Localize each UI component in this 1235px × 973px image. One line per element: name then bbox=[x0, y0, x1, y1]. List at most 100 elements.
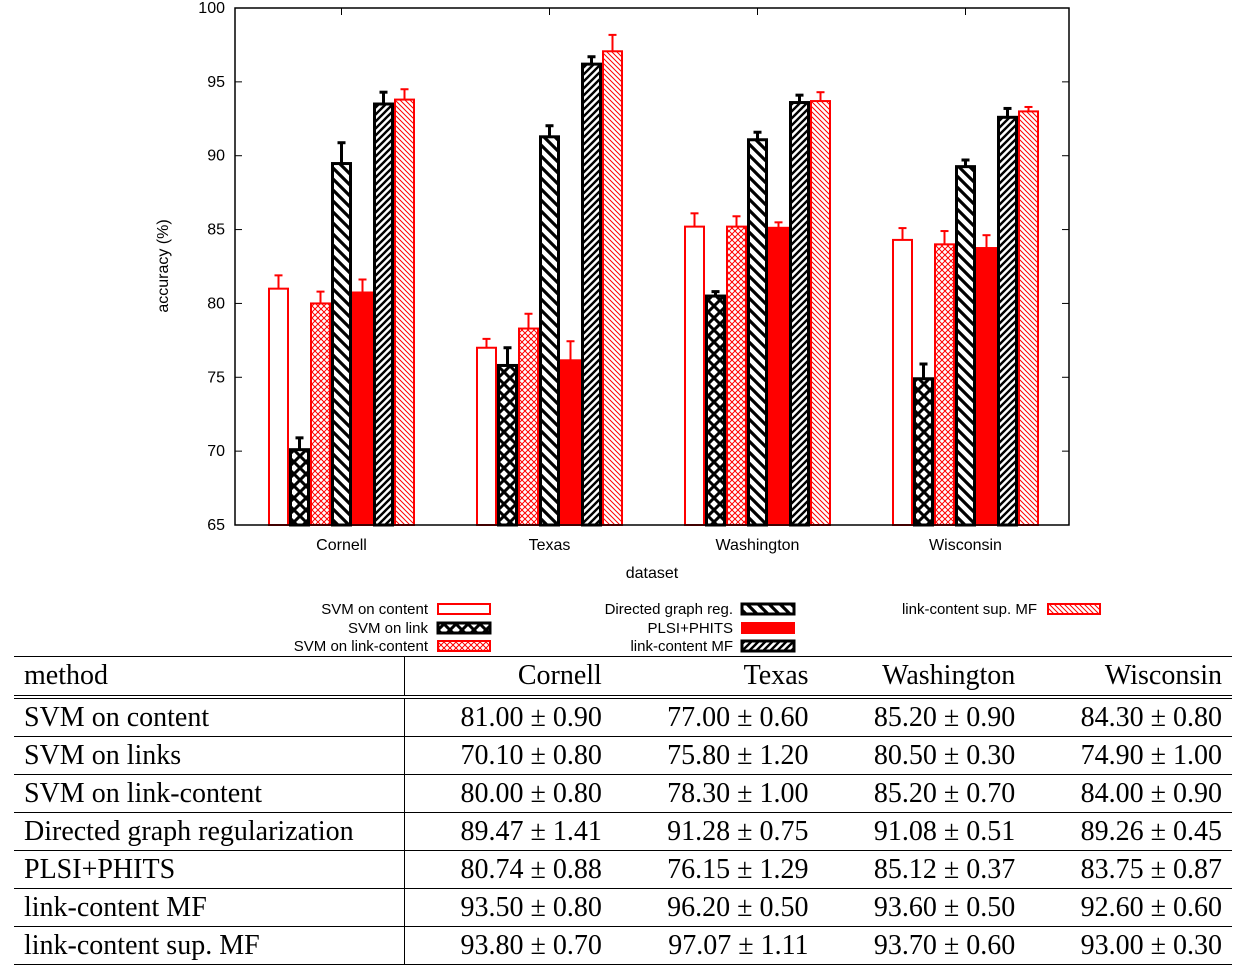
legend-swatch bbox=[437, 603, 491, 615]
value-cell: 97.07 ± 1.11 bbox=[611, 926, 819, 965]
bar bbox=[476, 346, 497, 526]
header-wisconsin: Wisconsin bbox=[1025, 656, 1232, 699]
bar bbox=[747, 138, 768, 527]
y-tick-label: 65 bbox=[207, 517, 225, 534]
table-row: link-content MF 93.50 ± 0.80 96.20 ± 0.5… bbox=[14, 888, 1232, 927]
header-method: method bbox=[14, 656, 405, 699]
bar bbox=[310, 302, 331, 526]
bar bbox=[352, 291, 373, 526]
legend-swatch bbox=[740, 639, 796, 653]
bar bbox=[997, 115, 1018, 527]
value-cell: 89.26 ± 0.45 bbox=[1025, 812, 1232, 851]
legend-swatch bbox=[437, 640, 491, 652]
value-cell: 89.47 ± 1.41 bbox=[404, 812, 612, 851]
y-tick-label: 70 bbox=[207, 443, 225, 460]
value-cell: 80.50 ± 0.30 bbox=[818, 736, 1026, 775]
value-cell: 78.30 ± 1.00 bbox=[611, 774, 819, 813]
method-cell: link-content sup. MF bbox=[14, 926, 405, 965]
header-texas: Texas bbox=[611, 656, 819, 699]
y-tick-label: 75 bbox=[207, 369, 225, 386]
value-cell: 91.28 ± 0.75 bbox=[611, 812, 819, 851]
bar bbox=[934, 243, 955, 526]
bar bbox=[518, 327, 539, 527]
bar bbox=[684, 225, 705, 526]
x-tick-label: Wisconsin bbox=[929, 537, 1002, 554]
value-cell: 70.10 ± 0.80 bbox=[404, 736, 612, 775]
bar bbox=[913, 377, 934, 527]
table-row: PLSI+PHITS 80.74 ± 0.88 76.15 ± 1.29 85.… bbox=[14, 850, 1232, 889]
method-cell: SVM on links bbox=[14, 736, 405, 775]
header-cornell: Cornell bbox=[404, 656, 612, 699]
y-tick-label: 100 bbox=[198, 0, 225, 17]
value-cell: 93.70 ± 0.60 bbox=[818, 926, 1026, 965]
results-table: method Cornell Texas Washington Wisconsi… bbox=[14, 656, 1232, 965]
bar bbox=[976, 247, 997, 527]
table-row: SVM on link-content 80.00 ± 0.80 78.30 ±… bbox=[14, 774, 1232, 813]
bar bbox=[768, 226, 789, 526]
bar bbox=[705, 294, 726, 527]
bar bbox=[394, 98, 415, 526]
bar bbox=[373, 102, 394, 527]
header-washington: Washington bbox=[818, 656, 1026, 699]
legend-label: PLSI+PHITS bbox=[648, 620, 733, 637]
value-cell: 74.90 ± 1.00 bbox=[1025, 736, 1232, 775]
value-cell: 83.75 ± 0.87 bbox=[1025, 850, 1232, 889]
method-cell: PLSI+PHITS bbox=[14, 850, 405, 889]
value-cell: 80.74 ± 0.88 bbox=[404, 850, 612, 889]
value-cell: 75.80 ± 1.20 bbox=[611, 736, 819, 775]
bar bbox=[955, 165, 976, 527]
table-row: SVM on content 81.00 ± 0.90 77.00 ± 0.60… bbox=[14, 697, 1232, 737]
value-cell: 93.00 ± 0.30 bbox=[1025, 926, 1232, 965]
legend-label: SVM on content bbox=[321, 601, 429, 618]
bar-chart: 65 70 75 80 85 90 95 100 Cornell Texas Washington W… bbox=[155, 0, 1101, 655]
value-cell: 85.20 ± 0.90 bbox=[818, 697, 1026, 737]
value-cell: 93.80 ± 0.70 bbox=[404, 926, 612, 965]
bar bbox=[810, 100, 831, 526]
bar bbox=[268, 287, 289, 526]
value-cell: 85.20 ± 0.70 bbox=[818, 774, 1026, 813]
bar bbox=[726, 225, 747, 526]
table-row: SVM on links 70.10 ± 0.80 75.80 ± 1.20 8… bbox=[14, 736, 1232, 775]
legend-label: SVM on link bbox=[348, 620, 429, 637]
x-tick-label: Washington bbox=[716, 537, 800, 554]
bar bbox=[497, 363, 518, 527]
y-tick-label: 95 bbox=[207, 74, 225, 91]
table-row: Directed graph regularization 89.47 ± 1.… bbox=[14, 812, 1232, 851]
legend-label: link-content sup. MF bbox=[902, 601, 1037, 618]
method-cell: SVM on content bbox=[14, 697, 405, 737]
legend-swatch bbox=[740, 602, 796, 616]
plot-frame bbox=[234, 7, 1070, 526]
legend-swatch bbox=[436, 621, 492, 635]
method-cell: Directed graph regularization bbox=[14, 812, 405, 851]
bar bbox=[789, 101, 810, 527]
plot-area: 65 70 75 80 85 90 95 100 Cornell Texas Washington W… bbox=[198, 0, 1069, 554]
value-cell: 93.50 ± 0.80 bbox=[404, 888, 612, 927]
bar bbox=[1018, 110, 1039, 527]
bar bbox=[289, 448, 310, 527]
table-row: link-content sup. MF 93.80 ± 0.70 97.07 … bbox=[14, 926, 1232, 965]
y-axis-title: accuracy (%) bbox=[155, 219, 172, 312]
method-cell: SVM on link-content bbox=[14, 774, 405, 813]
value-cell: 84.00 ± 0.90 bbox=[1025, 774, 1232, 813]
bar bbox=[331, 162, 352, 527]
value-cell: 80.00 ± 0.80 bbox=[404, 774, 612, 813]
y-tick-label: 90 bbox=[207, 148, 225, 165]
value-cell: 77.00 ± 0.60 bbox=[611, 697, 819, 737]
table-header-row: method Cornell Texas Washington Wisconsi… bbox=[14, 656, 1232, 699]
method-cell: link-content MF bbox=[14, 888, 405, 927]
value-cell: 81.00 ± 0.90 bbox=[404, 697, 612, 737]
bar bbox=[892, 238, 913, 526]
x-axis-title: dataset bbox=[626, 565, 679, 582]
bar bbox=[581, 62, 602, 527]
legend-label: SVM on link-content bbox=[294, 638, 429, 655]
value-cell: 91.08 ± 0.51 bbox=[818, 812, 1026, 851]
value-cell: 93.60 ± 0.50 bbox=[818, 888, 1026, 927]
y-tick-label: 80 bbox=[207, 295, 225, 312]
bar bbox=[539, 135, 560, 527]
value-cell: 85.12 ± 0.37 bbox=[818, 850, 1026, 889]
legend-swatch bbox=[1047, 603, 1101, 615]
legend-swatch bbox=[741, 622, 795, 634]
x-tick-label: Texas bbox=[529, 537, 571, 554]
x-tick-label: Cornell bbox=[316, 537, 367, 554]
